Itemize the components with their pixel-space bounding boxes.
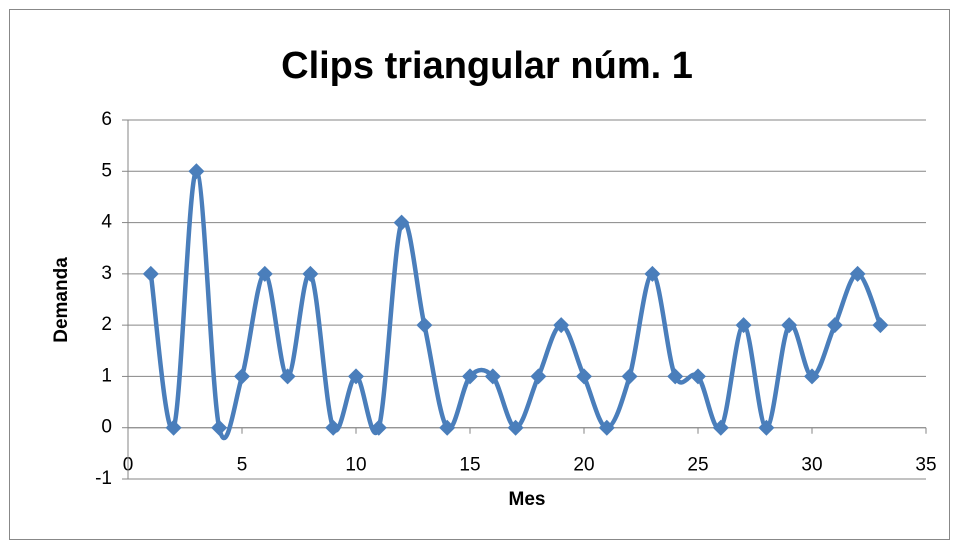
marker [621, 368, 638, 385]
marker [598, 419, 615, 436]
y-tick-label: -1 [95, 468, 112, 489]
chart-frame [9, 9, 950, 540]
marker [690, 368, 706, 385]
y-tick-label: 6 [101, 109, 112, 130]
marker [302, 265, 319, 282]
x-tick-label: 30 [801, 455, 822, 476]
y-tick-label: 5 [101, 160, 112, 181]
y-tick-label: 4 [101, 212, 112, 233]
marker [188, 163, 205, 180]
marker [712, 419, 729, 436]
marker [507, 419, 524, 436]
y-tick-label: 2 [101, 314, 112, 335]
marker [348, 368, 364, 385]
marker [370, 419, 387, 436]
marker [872, 317, 889, 334]
marker [234, 368, 250, 385]
marker [393, 214, 410, 231]
x-tick-label: 35 [915, 455, 936, 476]
marker [758, 419, 775, 436]
marker [416, 317, 433, 334]
marker [142, 265, 159, 282]
marker [644, 265, 661, 282]
marker [576, 368, 592, 385]
marker [530, 368, 547, 385]
x-tick-label: 10 [345, 455, 366, 476]
y-axis-title: Demanda [51, 257, 72, 343]
marker [462, 368, 478, 385]
marker [826, 317, 843, 334]
x-tick-label: 5 [237, 455, 248, 476]
y-tick-label: 0 [101, 417, 112, 438]
marker [325, 419, 342, 436]
x-axis-title: Mes [509, 489, 546, 510]
marker [781, 317, 798, 334]
x-tick-label: 25 [687, 455, 708, 476]
x-tick-label: 15 [459, 455, 480, 476]
marker [211, 419, 228, 436]
marker [484, 368, 501, 385]
chart-title: Clips triangular núm. 1 [281, 45, 693, 87]
y-tick-label: 1 [101, 365, 112, 386]
marker [804, 368, 820, 385]
marker [279, 368, 296, 385]
x-tick-label: 20 [573, 455, 594, 476]
marker [667, 368, 684, 385]
marker [849, 265, 866, 282]
y-tick-label: 3 [101, 263, 112, 284]
marker [439, 419, 456, 436]
marker [735, 317, 752, 334]
marker [553, 317, 570, 334]
marker [165, 419, 182, 436]
marker [256, 265, 273, 282]
